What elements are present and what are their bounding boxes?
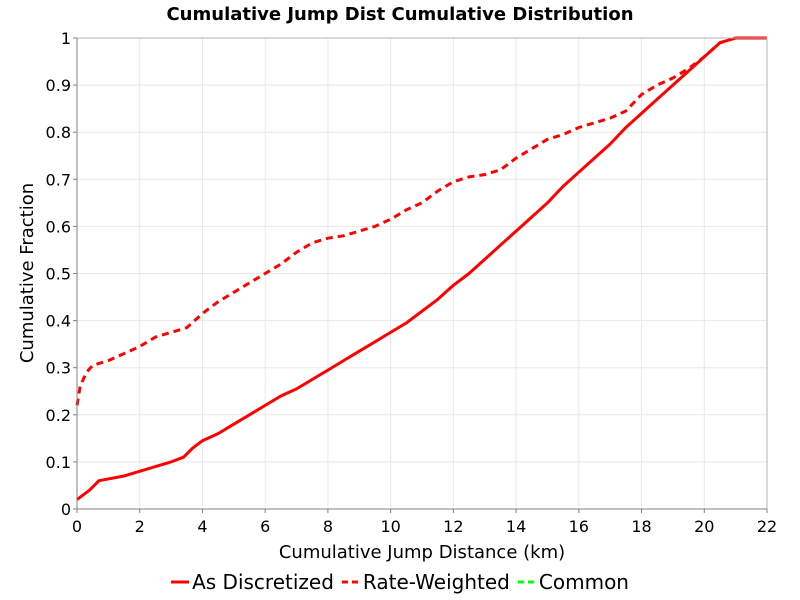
x-tick-label: 20 — [694, 517, 714, 536]
y-tick-label: 0.7 — [46, 170, 71, 189]
legend-label: Common — [539, 570, 629, 594]
legend-item-1: Rate-Weighted — [341, 570, 510, 594]
x-tick-label: 4 — [197, 517, 207, 536]
legend-label: Rate-Weighted — [363, 570, 510, 594]
grid-lines — [76, 37, 768, 510]
legend-label: As Discretized — [192, 570, 334, 594]
y-tick-label: 0.5 — [46, 265, 71, 284]
series-layer — [75, 36, 767, 501]
x-tick-label: 6 — [260, 517, 270, 536]
x-tick-label: 2 — [135, 517, 145, 536]
series-line-0 — [76, 36, 767, 501]
y-tick-label: 0 — [61, 500, 71, 519]
x-tick-label: 22 — [757, 517, 777, 536]
x-tick-label: 18 — [631, 517, 651, 536]
y-tick-label: 1 — [61, 29, 71, 48]
y-tick-label: 0.9 — [46, 76, 71, 95]
x-tick-labels: 0 2 4 6 8 10 12 14 16 18 20 22 — [72, 509, 777, 536]
legend-item-2: Common — [517, 570, 629, 594]
x-tick-label: 0 — [72, 517, 82, 536]
x-tick-label: 8 — [323, 517, 333, 536]
y-tick-label: 0.3 — [46, 359, 71, 378]
y-tick-label: 0.8 — [46, 123, 71, 142]
y-tick-label: 0.6 — [46, 217, 71, 236]
series-line-1 — [75, 36, 767, 406]
y-axis-label: Cumulative Fraction — [17, 183, 38, 363]
x-axis-label: Cumulative Jump Distance (km) — [279, 542, 565, 563]
legend-item-0: As Discretized — [171, 570, 334, 594]
x-tick-label: 12 — [443, 517, 463, 536]
y-tick-label: 0.1 — [46, 453, 71, 472]
legend: As Discretized Rate-Weighted Common — [171, 570, 629, 594]
x-tick-label: 14 — [506, 517, 526, 536]
y-tick-label: 0.4 — [46, 312, 71, 331]
y-tick-label: 0.2 — [46, 406, 71, 425]
x-tick-label: 16 — [569, 517, 589, 536]
chart-title: Cumulative Jump Dist Cumulative Distribu… — [166, 4, 633, 25]
x-tick-label: 10 — [380, 517, 400, 536]
y-tick-labels: 0 0.1 0.2 0.3 0.4 0.5 0.6 0.7 0.8 0.9 1 — [46, 29, 77, 519]
